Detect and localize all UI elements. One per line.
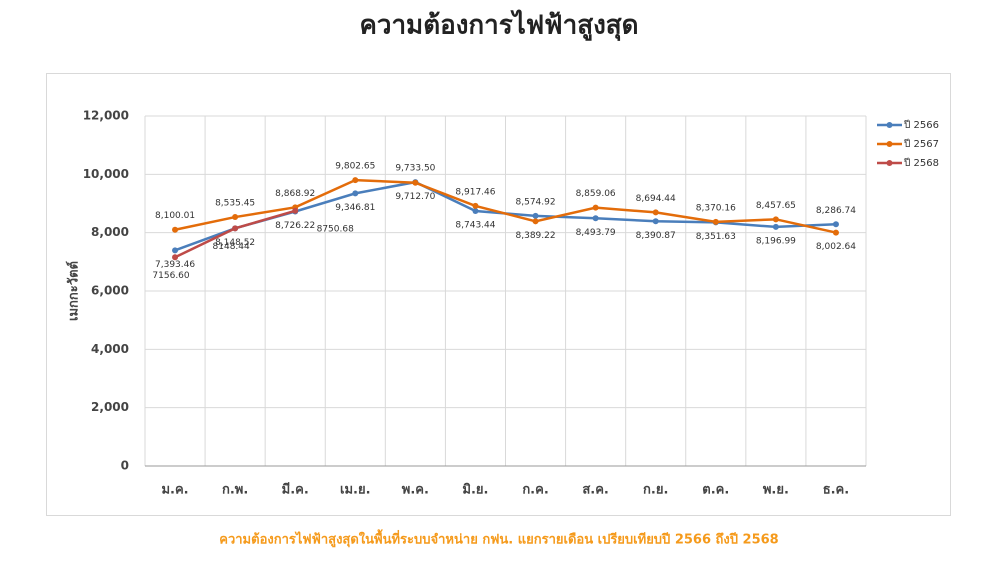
point bbox=[172, 226, 179, 233]
chart-title: ความต้องการไฟฟ้าสูงสุด bbox=[359, 9, 638, 42]
x-tick-label: มี.ค. bbox=[282, 482, 309, 498]
data-label: 9,346.81 bbox=[335, 203, 375, 213]
legend-label: ปี 2568 bbox=[903, 157, 939, 169]
data-label: 9,802.65 bbox=[335, 162, 375, 172]
legend-marker bbox=[886, 122, 893, 128]
point bbox=[712, 218, 719, 225]
data-label: 8,370.16 bbox=[696, 203, 736, 213]
data-label: 8,726.22 bbox=[275, 221, 315, 231]
data-label: 8,389.22 bbox=[516, 231, 556, 241]
data-label: 8,493.79 bbox=[576, 228, 616, 238]
x-tick-label: ธ.ค. bbox=[823, 483, 850, 498]
data-label: 8,574.92 bbox=[516, 197, 556, 207]
y-tick-label: 4,000 bbox=[91, 342, 129, 356]
data-label: 7,393.46 bbox=[155, 260, 195, 270]
x-tick-label: ก.ย. bbox=[643, 483, 668, 498]
data-label: 8,286.74 bbox=[816, 206, 856, 216]
data-label: 8,694.44 bbox=[636, 194, 676, 204]
x-tick-label: ก.พ. bbox=[222, 483, 248, 498]
data-label: 8,917.46 bbox=[455, 187, 495, 197]
data-label: 9,712.70 bbox=[395, 192, 435, 202]
data-label: 8,535.45 bbox=[215, 199, 255, 209]
data-label: 8148.44 bbox=[213, 242, 250, 252]
point bbox=[772, 216, 779, 223]
y-tick-label: 0 bbox=[121, 459, 129, 473]
data-label: 8,196.99 bbox=[756, 236, 796, 246]
point bbox=[652, 209, 659, 216]
data-label: 9,733.50 bbox=[395, 164, 435, 174]
point bbox=[232, 214, 239, 221]
point bbox=[292, 207, 299, 214]
point bbox=[172, 254, 179, 261]
series-line bbox=[174, 178, 837, 234]
data-label: 8,100.01 bbox=[155, 211, 195, 221]
point bbox=[532, 218, 539, 225]
data-label: 8,002.64 bbox=[816, 242, 856, 252]
legend-label: ปี 2566 bbox=[903, 119, 939, 131]
point bbox=[412, 179, 419, 186]
point bbox=[472, 202, 479, 209]
data-label: 8750.68 bbox=[317, 224, 354, 234]
x-tick-label: ก.ค. bbox=[522, 483, 548, 498]
data-label: 8,743.44 bbox=[455, 220, 495, 230]
point bbox=[592, 215, 599, 222]
point bbox=[352, 190, 359, 197]
data-label: 8,390.87 bbox=[636, 231, 676, 241]
point bbox=[652, 218, 659, 225]
data-label: 8,859.06 bbox=[576, 189, 616, 199]
point bbox=[772, 223, 779, 230]
y-tick-label: 12,000 bbox=[83, 109, 129, 123]
data-label: 8,351.63 bbox=[696, 232, 736, 242]
data-label: 8,868.92 bbox=[275, 189, 315, 199]
point bbox=[172, 247, 179, 254]
y-tick-label: 6,000 bbox=[91, 284, 129, 298]
x-tick-label: เม.ย. bbox=[340, 483, 371, 498]
legend-marker bbox=[886, 141, 893, 147]
y-tick-label: 8,000 bbox=[91, 225, 129, 239]
caption: ความต้องการไฟฟ้าสูงสุดในพื้นที่ระบบจำหน่… bbox=[219, 529, 778, 548]
legend-label: ปี 2567 bbox=[903, 138, 939, 150]
x-tick-label: มิ.ย. bbox=[462, 483, 488, 498]
x-tick-label: ต.ค. bbox=[702, 483, 729, 498]
y-tick-label: 10,000 bbox=[83, 167, 129, 181]
y-axis-label: เมกกะวัตต์ bbox=[66, 261, 82, 321]
legend-marker bbox=[886, 160, 893, 166]
y-tick-label: 2,000 bbox=[91, 400, 129, 414]
x-tick-label: พ.ย. bbox=[763, 483, 789, 498]
data-label: 8,148.52 bbox=[215, 238, 255, 248]
chart-frame bbox=[46, 73, 951, 516]
point bbox=[232, 225, 239, 232]
point bbox=[592, 204, 599, 211]
x-tick-label: พ.ค. bbox=[402, 483, 429, 498]
point bbox=[532, 212, 539, 219]
point bbox=[352, 177, 359, 184]
data-label: 8,457.65 bbox=[756, 201, 796, 211]
x-tick-label: ส.ค. bbox=[582, 483, 609, 498]
point bbox=[832, 229, 839, 236]
x-tick-label: ม.ค. bbox=[161, 483, 188, 498]
data-label: 7156.60 bbox=[152, 271, 189, 281]
point bbox=[472, 207, 479, 214]
point bbox=[832, 221, 839, 228]
